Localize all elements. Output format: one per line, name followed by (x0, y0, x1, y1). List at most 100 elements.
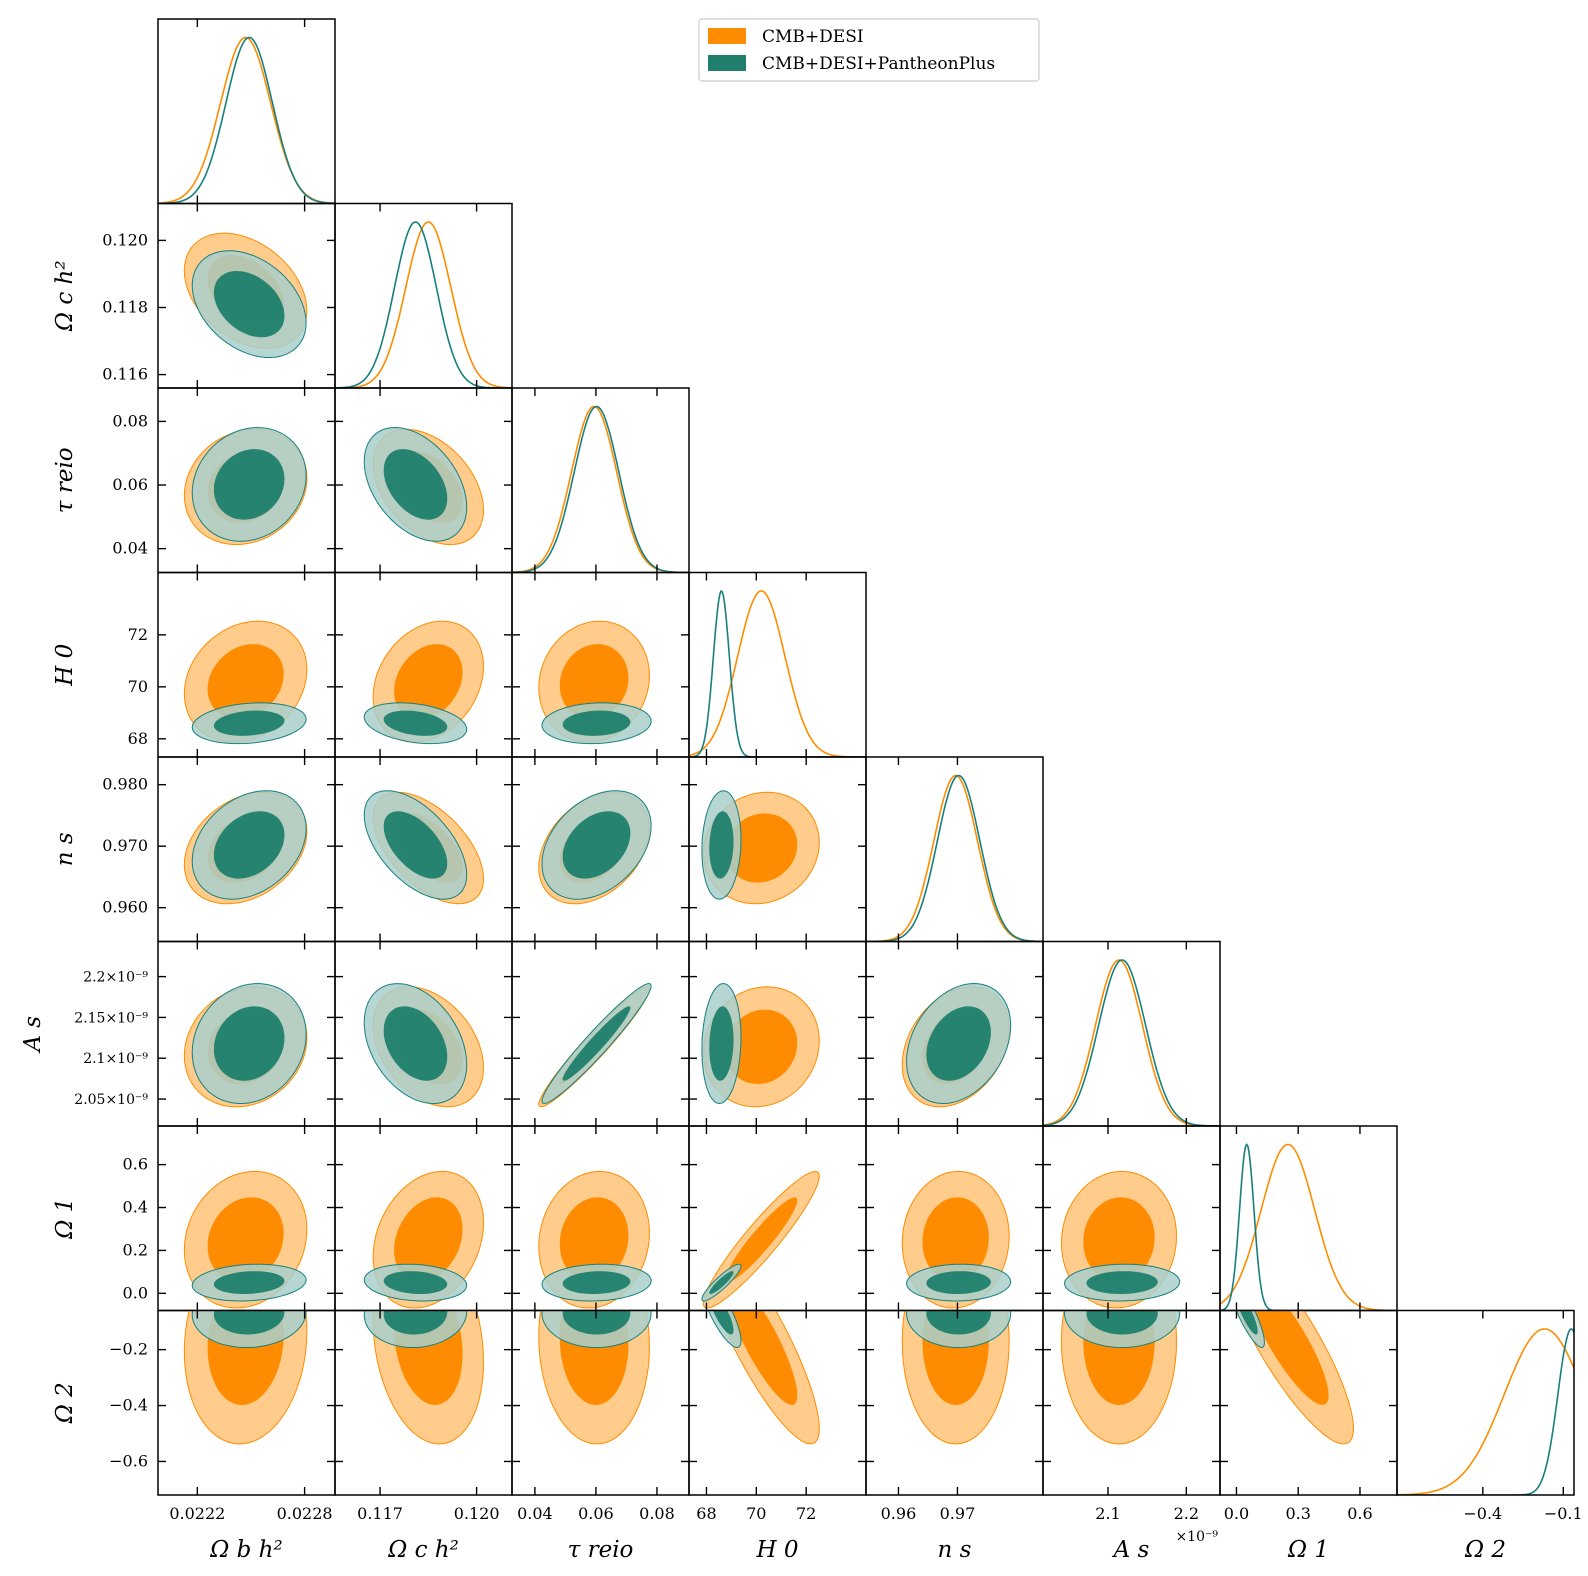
panel-content (363, 620, 485, 745)
x-tick-label-oc: 0.117 (357, 1504, 403, 1523)
contour-68-b (562, 710, 631, 736)
y-axis-label-o1: Ω 1 (52, 1198, 78, 1240)
legend-label-cmb-desi-pantheonplus: CMB+DESI+PantheonPlus (762, 54, 995, 74)
contour-68-b (213, 1271, 285, 1294)
x-tick-label-ob: 0.0228 (277, 1504, 333, 1523)
density-curve-b (1220, 1143, 1397, 1311)
density-curve-a (1220, 1143, 1397, 1311)
y-tick-label-o1: 0.2 (123, 1240, 148, 1259)
contour-68-b (926, 1310, 991, 1335)
contour-68-b (562, 1006, 631, 1081)
y-axis-label-tau: τ reio (52, 447, 78, 513)
contour-68-b (926, 1271, 991, 1294)
contour-68-b (383, 1310, 448, 1335)
density-curve-a (689, 590, 866, 757)
panel-h0-oc (334, 571, 513, 758)
panel-tau-oc (334, 387, 513, 574)
x-axis-label-oc: Ω c h² (387, 1537, 459, 1563)
x-tick-label-h0: 72 (796, 1504, 816, 1523)
contour-68-a (559, 644, 629, 720)
density-curve-a (158, 36, 335, 204)
contour-68-b (213, 1310, 285, 1335)
y-tick-label-o2: −0.2 (109, 1340, 148, 1359)
density-curve-b (512, 405, 689, 573)
panel-o2-oc (334, 1309, 513, 1496)
panel-content (901, 1310, 1012, 1445)
y-tick-label-h0: 72 (128, 625, 148, 644)
panel-oc-ob (157, 202, 336, 389)
panel-as-h0 (688, 940, 867, 1127)
contour-68-b (562, 1271, 631, 1294)
x-tick-label-ns: 0.97 (940, 1504, 976, 1523)
panel-content (1220, 1143, 1397, 1311)
panel-ns-oc (334, 756, 513, 943)
legend: CMB+DESI CMB+DESI+PantheonPlus (698, 18, 1040, 82)
y-tick-label-o2: −0.6 (109, 1451, 148, 1470)
legend-label-cmb-desi: CMB+DESI (762, 27, 864, 47)
panel-tau-ob (157, 387, 336, 574)
panel-o1-ob (157, 1125, 336, 1312)
panel-o1-h0 (688, 1125, 867, 1312)
contour-68-b (383, 811, 448, 879)
panel-ob-ob (157, 18, 336, 205)
panel-o2-o2 (1396, 1309, 1575, 1496)
density-curve-b (689, 589, 866, 757)
panel-content (183, 1170, 308, 1309)
y-tick-label-tau: 0.04 (112, 539, 148, 558)
y-axis-label-ns: n s (52, 832, 78, 866)
y-tick-label-as: 2.05×10⁻⁹ (74, 1092, 148, 1108)
panel-content (363, 983, 485, 1108)
panel-frame (511, 387, 690, 574)
contour-68-a (729, 1310, 798, 1405)
panel-content (538, 790, 652, 905)
y-axis-label-o2: Ω 2 (52, 1382, 78, 1424)
panel-o1-ns (865, 1125, 1044, 1312)
panel-o1-o1 (1219, 1125, 1398, 1312)
panel-ns-h0 (688, 756, 867, 943)
y-tick-label-o1: 0.4 (123, 1198, 148, 1217)
panel-o2-h0 (688, 1309, 867, 1496)
panel-as-oc (334, 940, 513, 1127)
y-tick-label-o2: −0.4 (109, 1396, 148, 1415)
density-curve-a (512, 405, 689, 573)
contour-68-a (725, 1197, 798, 1283)
density-curve-b (335, 221, 512, 388)
x-tick-label-o2: −0.4 (1463, 1504, 1502, 1523)
panel-frame (1219, 1125, 1398, 1312)
contour-68-a (559, 1197, 629, 1283)
contour-68-b (213, 1006, 285, 1081)
density-curve-b (158, 36, 335, 204)
panel-tau-tau (511, 387, 690, 574)
panel-o1-oc (334, 1125, 513, 1312)
panel-content (183, 232, 308, 358)
density-curve-a (335, 221, 512, 388)
panel-content (335, 221, 512, 388)
contour-68-b (562, 1310, 631, 1335)
density-curve-b (866, 774, 1043, 942)
contour-68-b (213, 271, 285, 338)
legend-frame (698, 18, 1040, 82)
contour-68-b (383, 449, 448, 520)
contour-68-a (207, 644, 284, 720)
density-curve-b (1397, 1328, 1574, 1495)
x-tick-label-tau: 0.08 (639, 1504, 675, 1523)
panel-content (538, 982, 652, 1108)
panel-content (1235, 1310, 1355, 1445)
y-tick-label-ns: 0.980 (102, 775, 148, 794)
x-axis-label-tau: τ reio (568, 1537, 634, 1563)
panel-content (701, 790, 820, 905)
contour-68-b (383, 1006, 448, 1081)
density-curve-a (1043, 959, 1220, 1126)
density-curve-b (1043, 959, 1220, 1126)
x-axis-label-as: A s (1112, 1537, 1150, 1563)
contour-68-a (207, 1197, 284, 1283)
y-axis-label-as: A s (20, 1016, 46, 1054)
y-tick-label-h0: 70 (128, 677, 148, 696)
panel-ns-ns (865, 756, 1044, 943)
contour-68-b (213, 811, 285, 879)
y-tick-label-oc: 0.118 (102, 297, 148, 316)
panel-o2-tau (511, 1309, 690, 1496)
contour-68-b (709, 1271, 734, 1294)
x-tick-label-ns: 0.96 (881, 1504, 917, 1523)
